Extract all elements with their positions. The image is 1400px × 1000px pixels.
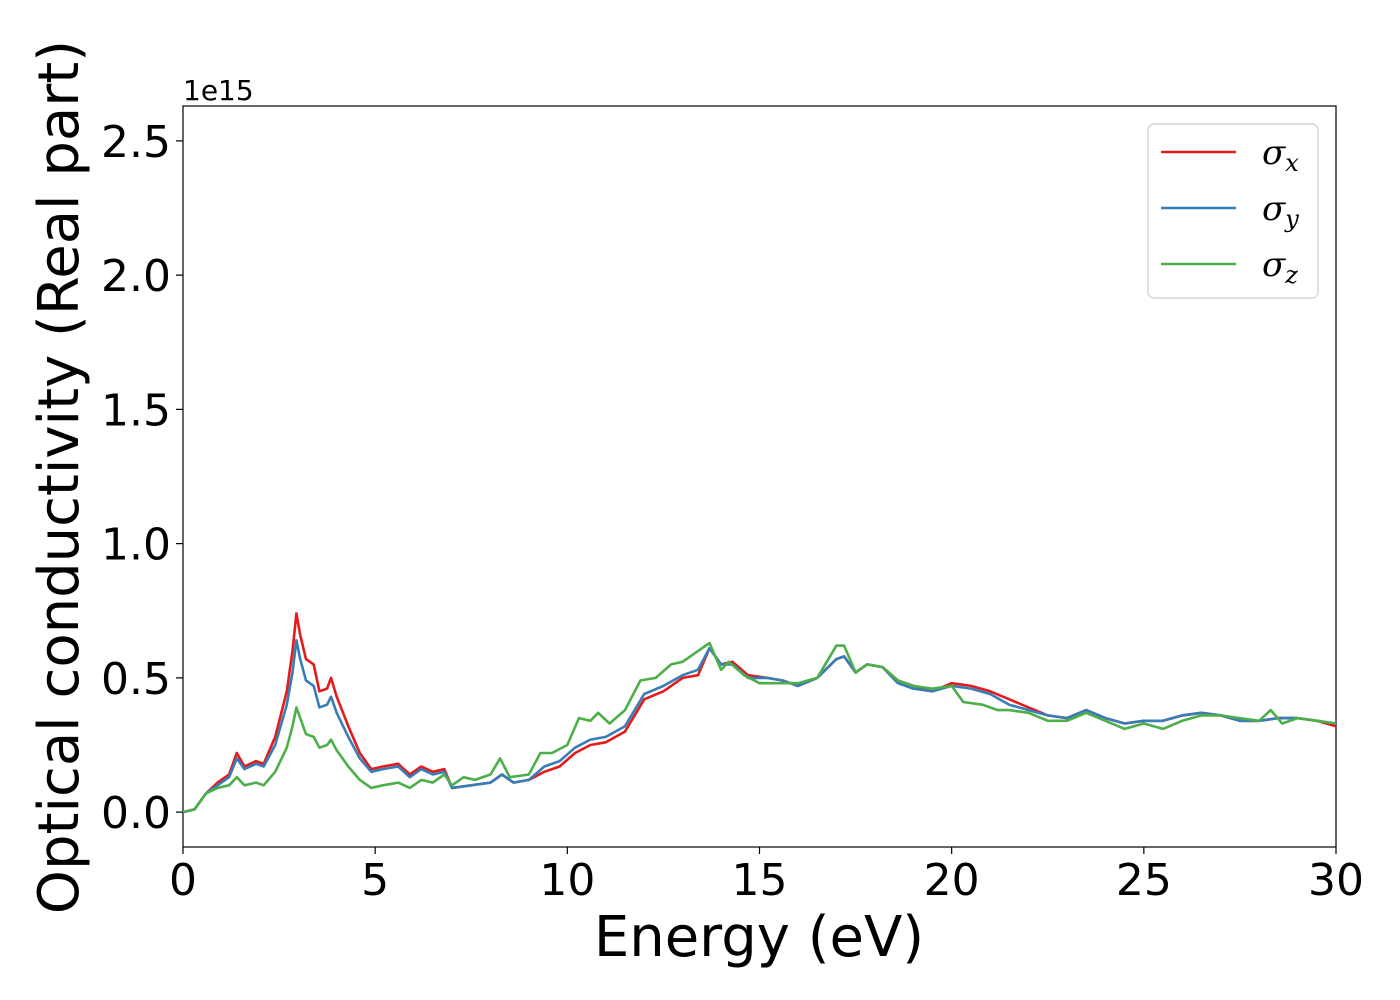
x-tick-label: 10 bbox=[539, 855, 595, 906]
legend-label-x: σx bbox=[1262, 133, 1299, 177]
legend-label-base: σ bbox=[1262, 189, 1286, 229]
legend-label-base: σ bbox=[1262, 133, 1286, 173]
series-line-z bbox=[182, 641, 1337, 814]
legend-label-z: σz bbox=[1262, 245, 1298, 289]
y-axis-title: Optical conductivity (Real part) bbox=[27, 40, 92, 914]
x-tick-label: 25 bbox=[1116, 855, 1172, 906]
y-tick-label: 1.5 bbox=[101, 385, 171, 436]
y-tick-label: 2.5 bbox=[101, 117, 171, 168]
x-axis-ticks: 0 5 10 15 20 25 30 bbox=[169, 847, 1364, 906]
y-tick-label: 1.0 bbox=[101, 520, 171, 571]
legend-label-subscript: z bbox=[1284, 261, 1298, 289]
x-tick-label: 0 bbox=[169, 855, 197, 906]
legend-label-subscript: x bbox=[1285, 149, 1299, 177]
y-tick-label: 0.5 bbox=[101, 654, 171, 705]
y-offset-label: 1e15 bbox=[183, 74, 254, 107]
y-tick-label: 0.0 bbox=[101, 788, 171, 839]
legend-label-y: σy bbox=[1262, 189, 1299, 233]
y-axis-ticks: 0.0 0.5 1.0 1.5 2.0 2.5 bbox=[101, 117, 183, 839]
x-tick-label: 15 bbox=[732, 855, 788, 906]
legend-label-base: σ bbox=[1262, 245, 1286, 285]
x-tick-label: 20 bbox=[924, 855, 980, 906]
x-tick-label: 5 bbox=[361, 855, 389, 906]
legend-box bbox=[1147, 123, 1319, 299]
series-line-y bbox=[182, 639, 1337, 814]
x-axis-title: Energy (eV) bbox=[594, 905, 924, 970]
series-lines bbox=[182, 612, 1337, 814]
x-tick-label: 30 bbox=[1308, 855, 1364, 906]
legend-label-subscript: y bbox=[1284, 205, 1299, 233]
y-tick-label: 2.0 bbox=[101, 251, 171, 302]
series-line-x bbox=[182, 612, 1337, 814]
